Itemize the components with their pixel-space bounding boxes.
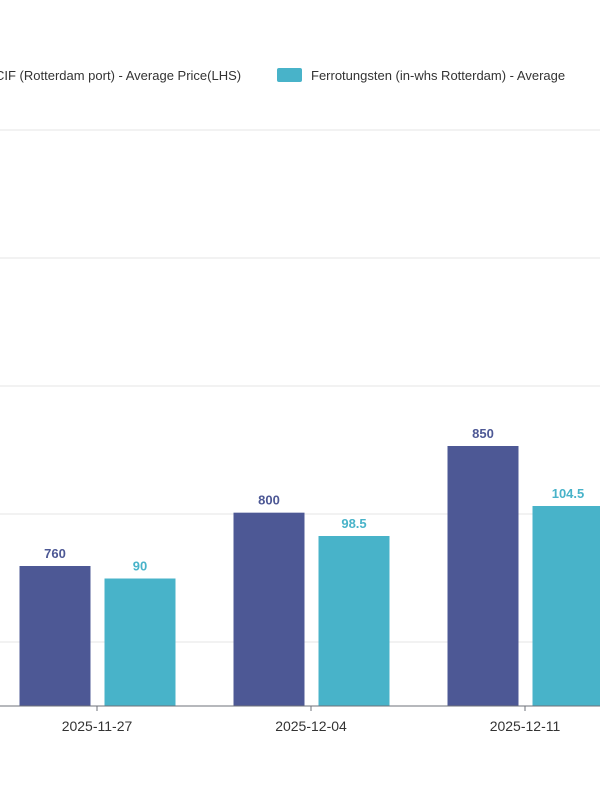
legend-swatch-series-2[interactable] — [277, 68, 302, 82]
bar-series-1[interactable] — [233, 512, 305, 706]
data-label-series-2: 90 — [133, 559, 147, 574]
x-tick-label: 2025-11-27 — [62, 718, 133, 734]
bar-series-2[interactable] — [104, 578, 176, 707]
x-axis-ticks: 2025-11-27 2025-12-04 2025-12-11 — [62, 706, 561, 734]
data-label-series-1: 760 — [44, 546, 66, 561]
legend-label-series-1[interactable]: CIF (Rotterdam port) - Average Price(LHS… — [0, 68, 241, 83]
data-label-series-1: 850 — [472, 426, 494, 441]
data-labels: 760 90 800 98.5 850 104.5 — [44, 426, 584, 574]
bar-series-2[interactable] — [318, 536, 390, 706]
data-label-series-2: 98.5 — [341, 516, 366, 531]
data-label-series-2: 104.5 — [552, 486, 585, 501]
bars — [19, 446, 600, 707]
legend: CIF (Rotterdam port) - Average Price(LHS… — [0, 68, 565, 83]
bar-series-2[interactable] — [532, 506, 600, 706]
bar-series-1[interactable] — [19, 566, 91, 706]
x-tick-label: 2025-12-04 — [275, 718, 347, 734]
data-label-series-1: 800 — [258, 493, 280, 508]
x-tick-label: 2025-12-11 — [490, 718, 561, 734]
legend-label-series-2[interactable]: Ferrotungsten (in-whs Rotterdam) - Avera… — [311, 68, 565, 83]
bar-series-1[interactable] — [447, 446, 519, 706]
